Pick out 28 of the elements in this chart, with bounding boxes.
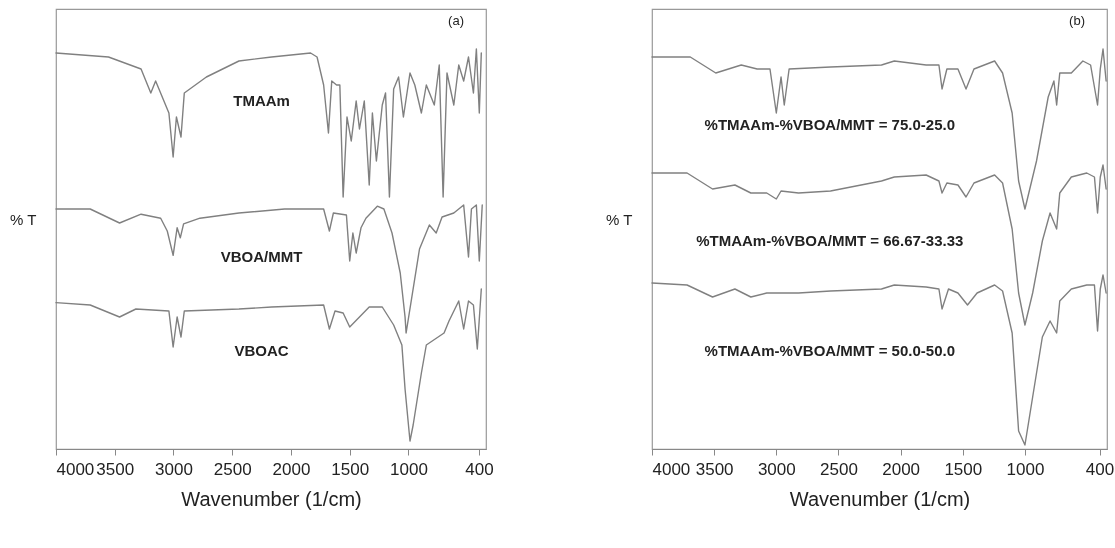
x-tick-label: 400 — [1085, 459, 1115, 479]
text: VBOA/MMT — [220, 248, 303, 265]
series-label: %TMAAm-%VBOA/MMT = 75.0-25.0 — [704, 116, 956, 133]
text: %TMAAm-%VBOA/MMT = 50.0-50.0 — [704, 342, 956, 359]
x-tick-label: 3500 — [695, 459, 734, 479]
x-tick-label: 2500 — [820, 459, 858, 479]
x-tick-label: 4000 — [652, 459, 691, 479]
x-tick-label: 3000 — [155, 459, 193, 479]
text: %TMAAm-%VBOA/MMT = 66.67-33.33 — [696, 232, 964, 249]
x-tick-label: 1500 — [944, 459, 983, 479]
x-tick-label: 1000 — [390, 459, 428, 479]
x-tick-label: 2000 — [272, 459, 311, 479]
x-axis-title: Wavenumber (1/cm) — [181, 487, 362, 510]
x-tick-label: 1500 — [331, 459, 370, 479]
x-tick-label: 4000 — [56, 459, 95, 479]
y-axis-title: % T — [10, 210, 37, 228]
x-tick-label: 2500 — [213, 459, 252, 479]
series-label: TMAAm — [233, 92, 290, 109]
y-axis-title: % T — [606, 210, 633, 228]
x-tick-label: 3000 — [757, 459, 796, 479]
text: (a) — [448, 13, 464, 28]
x-tick-label: 1000 — [1006, 459, 1045, 479]
x-axis-title: Wavenumber (1/cm) — [789, 487, 971, 510]
text: VBOAC — [234, 341, 289, 359]
x-tick-label: 3500 — [96, 459, 135, 479]
x-tick-label: 2000 — [882, 459, 921, 479]
text: (b) — [1069, 13, 1085, 28]
x-tick-label: 400 — [465, 459, 494, 479]
